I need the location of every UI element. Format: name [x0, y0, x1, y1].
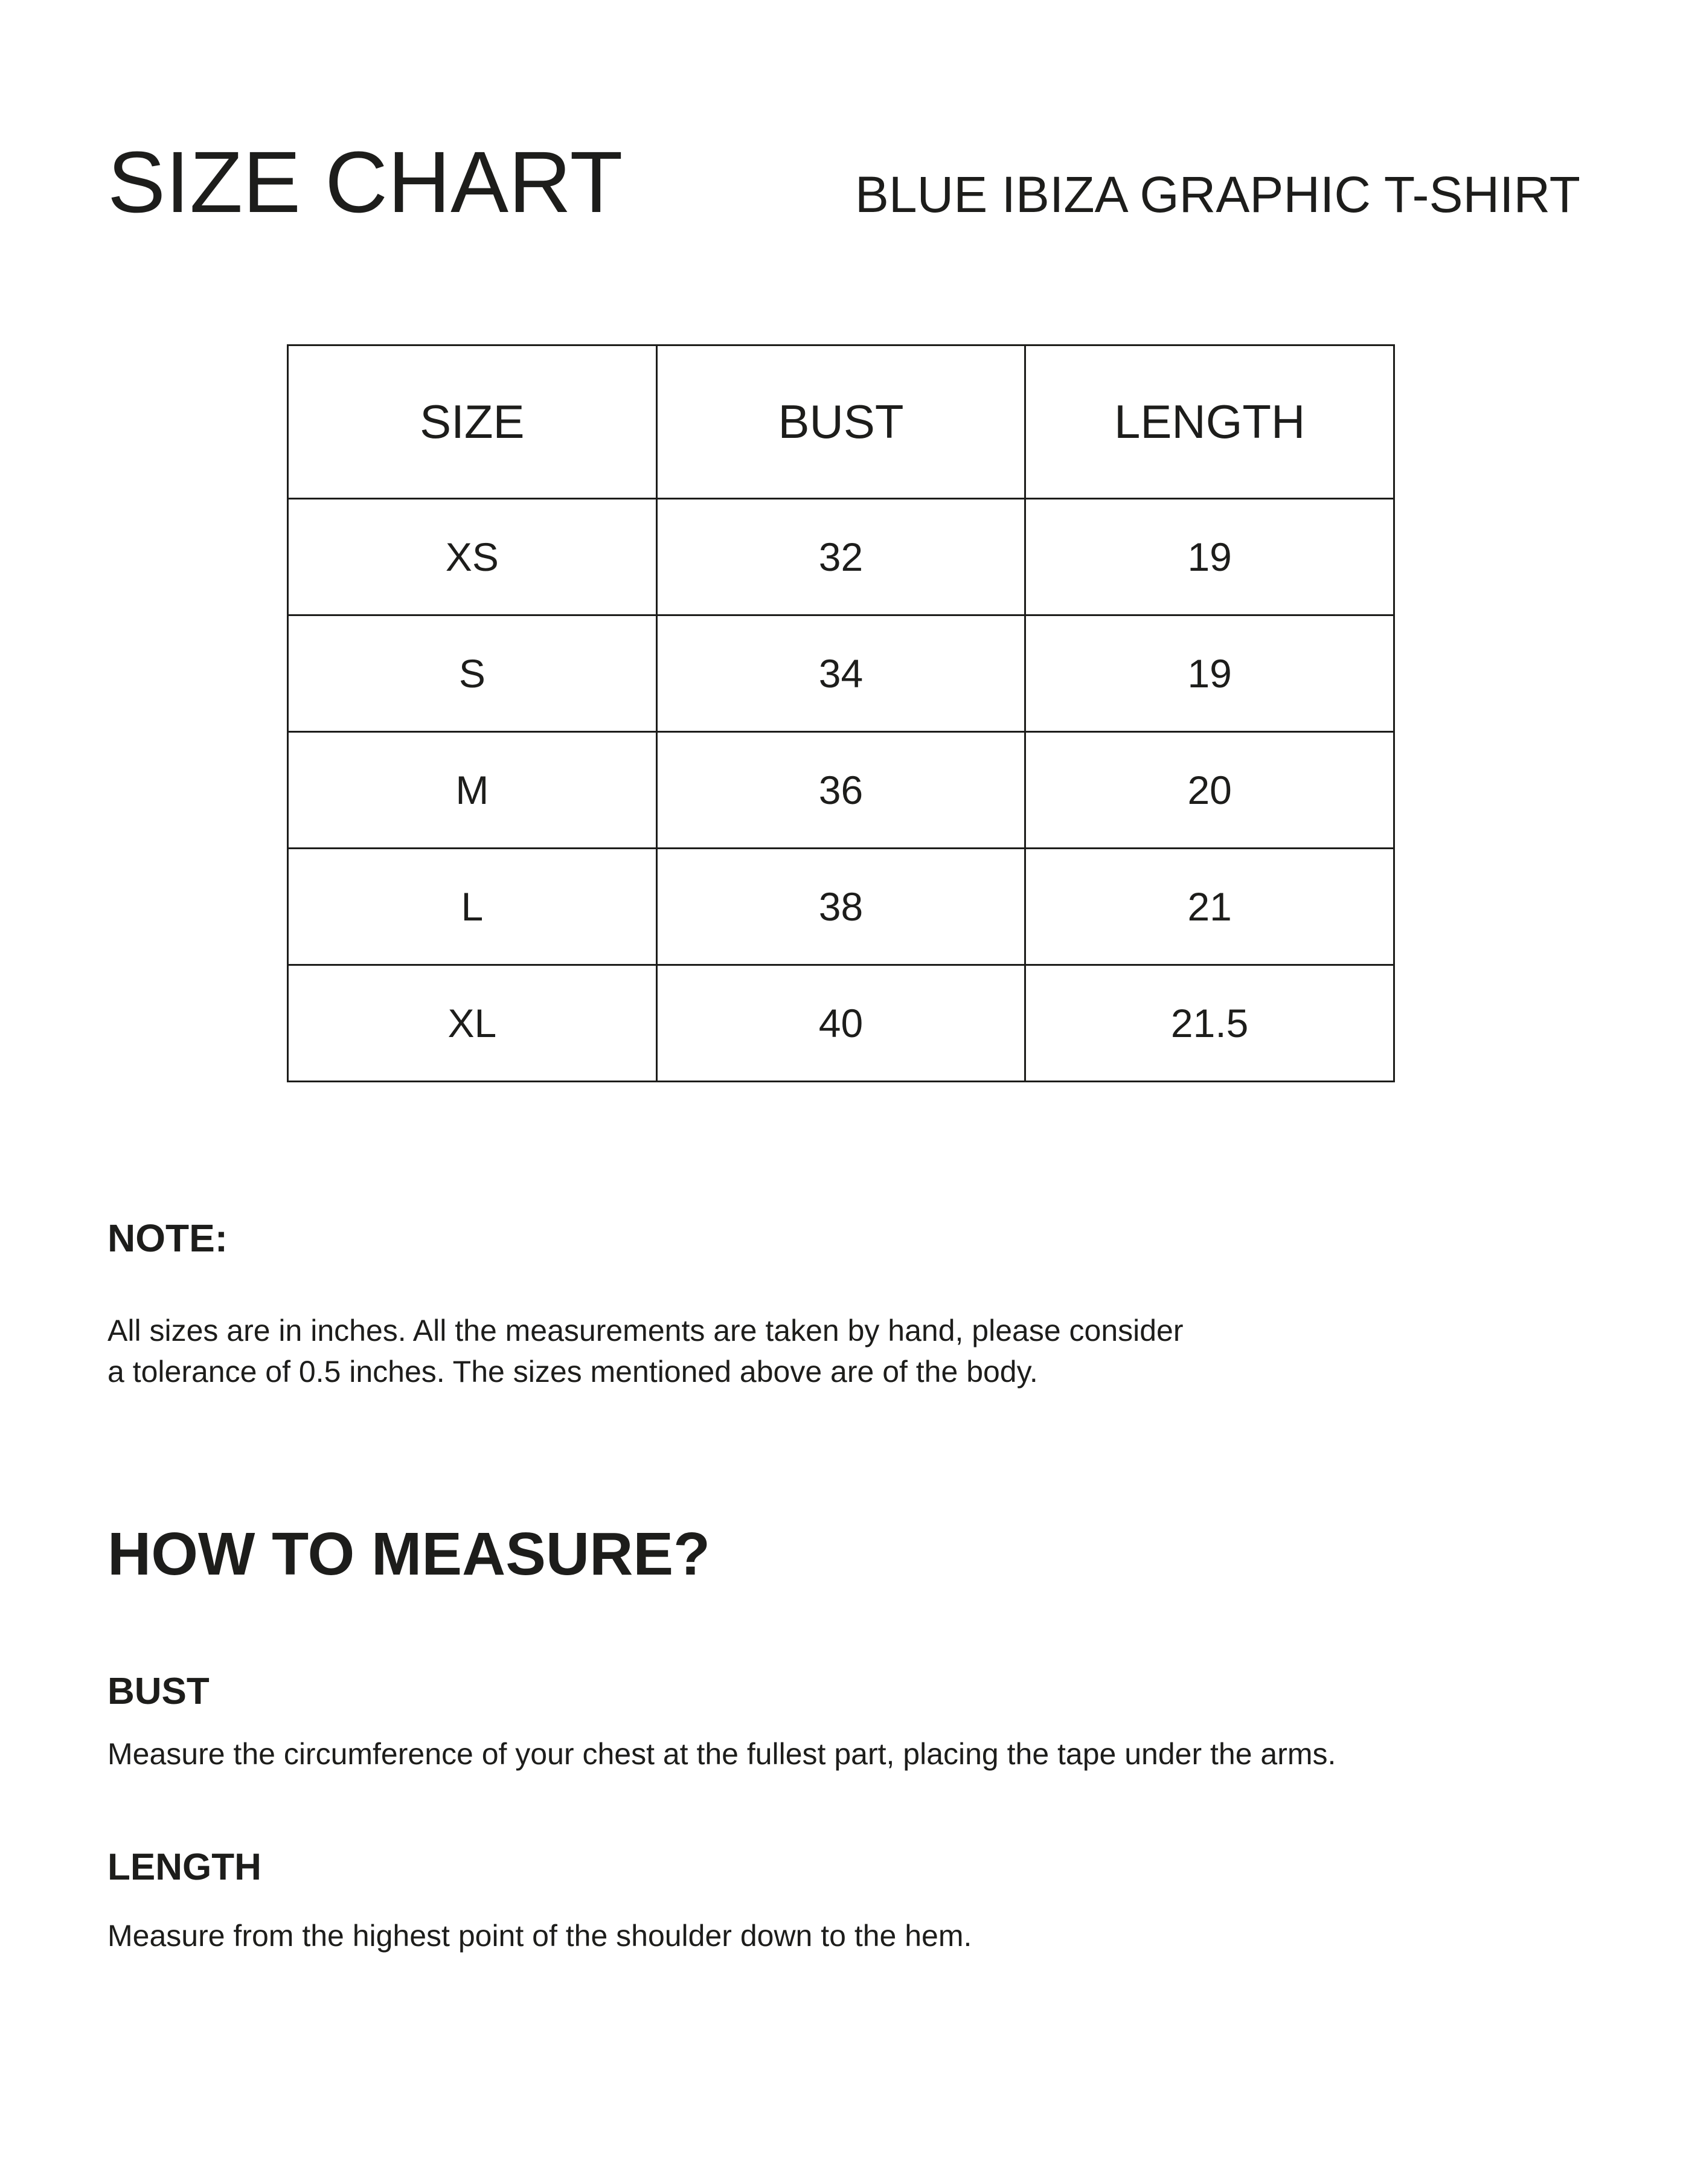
- measure-description-bust: Measure the circumference of your chest …: [107, 1737, 1336, 1771]
- page-header: SIZE CHART BLUE IBIZA GRAPHIC T-SHIRT: [107, 139, 1580, 226]
- size-table: SIZE BUST LENGTH XS 32 19 S 34 19 M 36 2…: [287, 344, 1395, 1082]
- measure-label-length: LENGTH: [107, 1846, 261, 1888]
- cell-length: 20: [1024, 731, 1395, 849]
- cell-length: 19: [1024, 498, 1395, 616]
- table-row-s: S 34 19: [287, 614, 1395, 733]
- note-body-text: All sizes are in inches. All the measure…: [107, 1314, 1184, 1389]
- cell-bust: 38: [655, 847, 1027, 966]
- measure-label-bust: BUST: [107, 1671, 210, 1712]
- cell-bust: 34: [655, 614, 1027, 733]
- column-header-size: SIZE: [287, 344, 658, 499]
- note-heading: NOTE:: [107, 1216, 228, 1260]
- size-table-header-row: SIZE BUST LENGTH: [287, 344, 1395, 499]
- cell-size: S: [287, 614, 658, 733]
- cell-length: 19: [1024, 614, 1395, 733]
- cell-length: 21.5: [1024, 964, 1395, 1082]
- how-to-measure-heading: HOW TO MEASURE?: [107, 1520, 711, 1588]
- table-row-xl: XL 40 21.5: [287, 964, 1395, 1082]
- table-row-xs: XS 32 19: [287, 498, 1395, 616]
- cell-bust: 40: [655, 964, 1027, 1082]
- page-title: SIZE CHART: [107, 133, 623, 231]
- table-row-l: L 38 21: [287, 847, 1395, 966]
- cell-size: XS: [287, 498, 658, 616]
- cell-size: M: [287, 731, 658, 849]
- product-name: BLUE IBIZA GRAPHIC T-SHIRT: [854, 166, 1580, 223]
- cell-size: XL: [287, 964, 658, 1082]
- measure-description-length: Measure from the highest point of the sh…: [107, 1919, 972, 1953]
- column-header-bust: BUST: [655, 344, 1027, 499]
- cell-bust: 36: [655, 731, 1027, 849]
- table-row-m: M 36 20: [287, 731, 1395, 849]
- column-header-length: LENGTH: [1024, 344, 1395, 499]
- cell-size: L: [287, 847, 658, 966]
- cell-bust: 32: [655, 498, 1027, 616]
- cell-length: 21: [1024, 847, 1395, 966]
